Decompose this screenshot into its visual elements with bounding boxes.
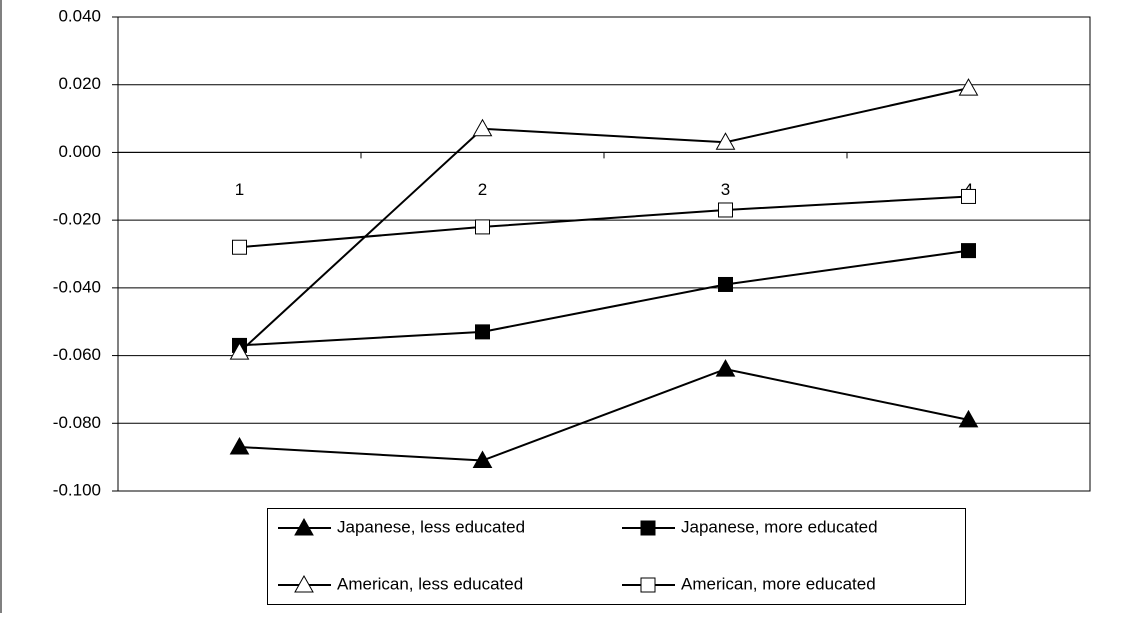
- legend-label: American, more educated: [681, 574, 876, 593]
- point: [715, 359, 736, 377]
- y-tick-label: -0.100: [53, 480, 101, 499]
- point: [715, 132, 736, 150]
- y-tick-label: -0.080: [53, 413, 101, 432]
- series-line: [239, 195, 969, 249]
- point: [958, 409, 979, 428]
- legend-marker: [294, 574, 314, 593]
- point: [229, 436, 250, 455]
- series-line: [239, 368, 969, 462]
- point: [718, 276, 733, 292]
- legend-label: American, less educated: [337, 574, 523, 593]
- point: [475, 324, 490, 340]
- point: [472, 118, 493, 137]
- y-tick-label: 0.020: [58, 74, 101, 93]
- point: [232, 239, 247, 255]
- x-tick-label: 1: [235, 180, 244, 199]
- y-tick-label: -0.020: [53, 210, 101, 229]
- point: [472, 450, 493, 469]
- point: [958, 78, 979, 96]
- point: [229, 342, 250, 360]
- legend-marker: [640, 577, 656, 593]
- y-tick-label: -0.060: [53, 345, 101, 364]
- series-line: [239, 249, 969, 347]
- legend-marker: [294, 517, 314, 536]
- series-line: [238, 87, 969, 353]
- y-tick-label: 0.000: [58, 142, 101, 161]
- x-tick-label: 2: [478, 180, 487, 199]
- y-tick-label: 0.040: [58, 6, 101, 25]
- point: [718, 202, 733, 218]
- point: [475, 219, 490, 235]
- y-tick-label: -0.040: [53, 277, 101, 296]
- x-tick-label: 3: [721, 180, 730, 199]
- point: [961, 243, 976, 259]
- legend-marker: [640, 520, 656, 536]
- legend-box: [267, 508, 966, 605]
- point: [961, 188, 976, 204]
- legend-label: Japanese, more educated: [681, 517, 878, 536]
- legend-label: Japanese, less educated: [337, 517, 525, 536]
